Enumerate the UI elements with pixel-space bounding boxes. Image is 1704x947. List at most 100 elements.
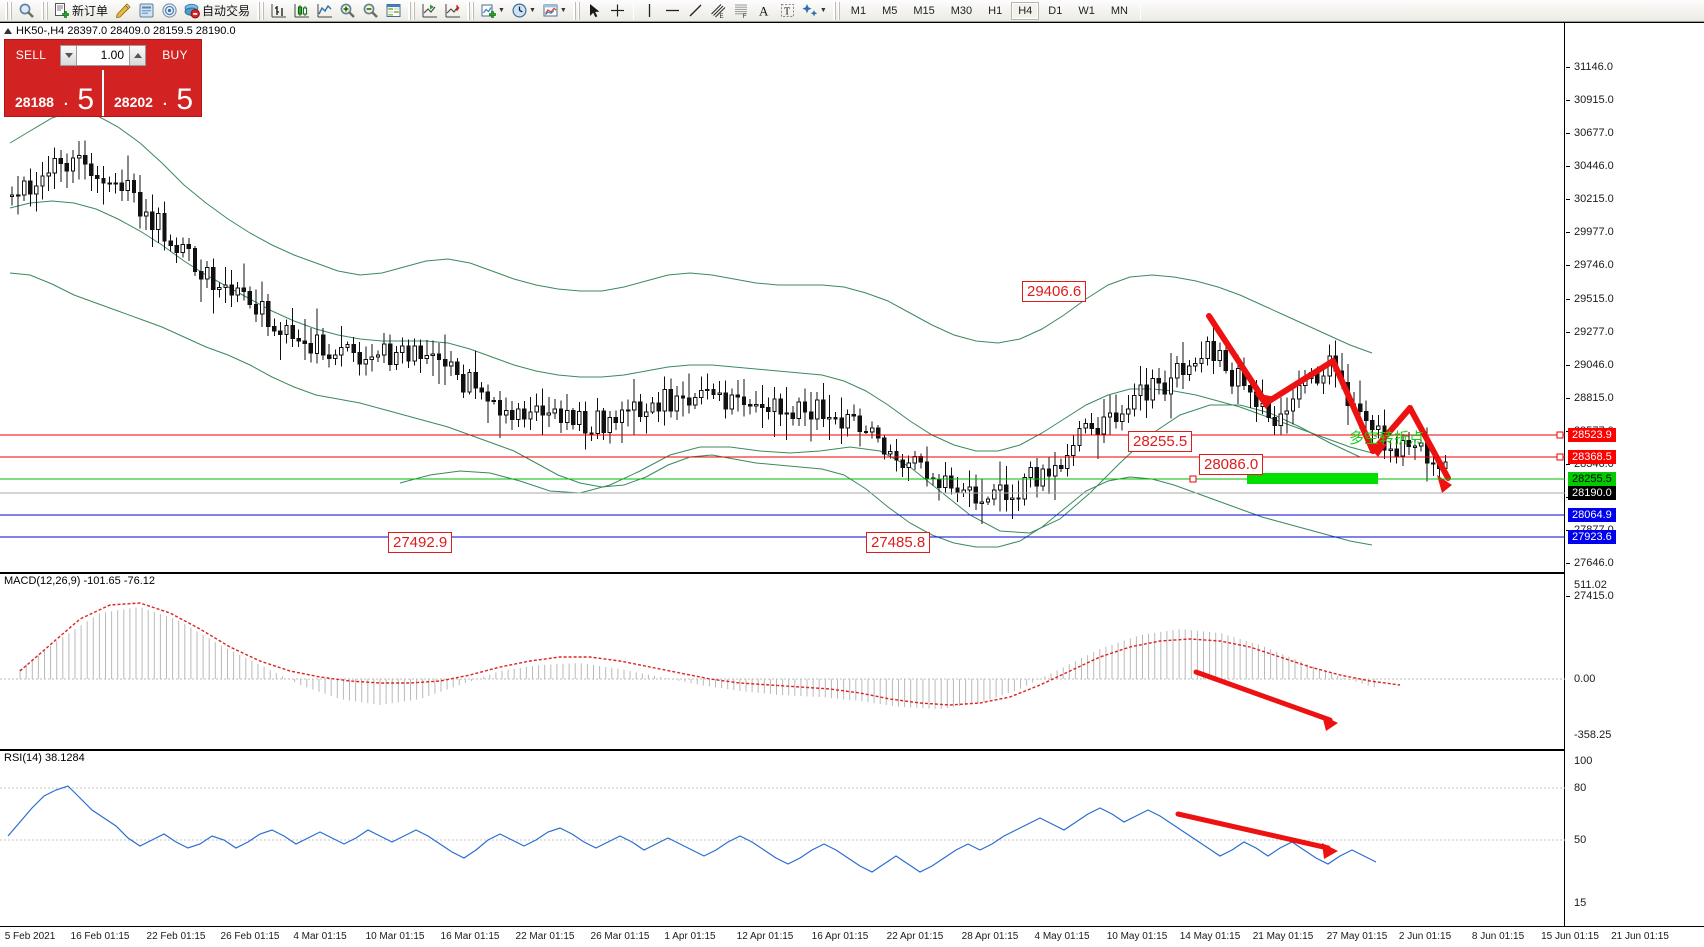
price-badge-support-blue-lower[interactable]: 27923.6 <box>1568 530 1616 544</box>
buy-price-cell[interactable]: 28202 . 5 <box>104 70 201 116</box>
toolbar-grip[interactable] <box>5 1 12 20</box>
chevron-down-icon[interactable]: ▼ <box>559 7 567 14</box>
toolbar-grip-7[interactable] <box>832 1 840 20</box>
volume-decrement-button[interactable] <box>60 44 77 66</box>
price-tick: 28815.0 <box>1566 392 1704 404</box>
buy-price-main: 28202 <box>114 94 153 110</box>
vertical-line-icon[interactable] <box>639 1 660 21</box>
toolbar-grip-6[interactable] <box>572 1 580 20</box>
sell-price-frac: 5 <box>77 83 94 116</box>
sell-price-dot: . <box>63 92 68 109</box>
fibonacci-retracement-icon[interactable]: F <box>731 1 752 21</box>
zoom-in-icon[interactable] <box>337 1 358 21</box>
signals-radar-icon[interactable] <box>159 1 180 21</box>
price-tick: 30446.0 <box>1566 160 1704 172</box>
rsi-label: RSI(14) 38.1284 <box>4 752 85 764</box>
shapes-icon[interactable]: ▼ <box>800 1 829 21</box>
price-badge-support-green[interactable]: 28255.5 <box>1568 472 1616 486</box>
auto-trading-button[interactable]: 自动交易 <box>182 1 253 21</box>
timeframe-m1[interactable]: M1 <box>850 4 867 17</box>
buy-price-frac: 5 <box>176 83 193 116</box>
main-toolbar: 新订单 <box>0 0 1704 22</box>
price-tick-label: 29977.0 <box>1574 226 1614 238</box>
horizontal-line-icon[interactable] <box>662 1 683 21</box>
price-badge-current-price[interactable]: 28190.0 <box>1568 486 1616 500</box>
templates-icon[interactable]: ▼ <box>540 1 569 21</box>
text-icon[interactable]: A <box>754 1 775 21</box>
time-tick-label: 15 Jun 01:15 <box>1541 931 1599 942</box>
timeframe-mn[interactable]: MN <box>1110 4 1128 17</box>
rsi-axis-100: 100 <box>1574 755 1593 767</box>
price-badge-resistance-upper[interactable]: 28523.9 <box>1568 428 1616 442</box>
time-axis[interactable]: 5 Feb 2021 16 Feb 01:15 22 Feb 01:15 26 Feb… <box>0 926 1704 947</box>
time-tick-label: 4 Mar 01:15 <box>293 931 347 942</box>
bar-chart-icon[interactable] <box>268 1 289 21</box>
price-badge-resistance-lower[interactable]: 28368.5 <box>1568 450 1616 464</box>
timeframe-h4[interactable]: H4 <box>1011 1 1040 20</box>
macd-rsi-separator <box>0 749 1565 751</box>
level-handle-2 <box>1556 453 1564 461</box>
rsi-trend-arrow <box>1175 811 1331 851</box>
trade-prices-row: 28188 . 5 28202 . 5 <box>5 70 201 116</box>
chart-plot-area[interactable]: 29406.6 27492.9 27485.8 28255.5 28086.0 … <box>0 23 1565 926</box>
timeframe-w1[interactable]: W1 <box>1078 4 1095 17</box>
rsi-axis-15: 15 <box>1574 897 1587 909</box>
anno-high-29406[interactable]: 29406.6 <box>1022 281 1087 302</box>
trendline-icon[interactable] <box>685 1 706 21</box>
chevron-down-icon[interactable]: ▼ <box>498 7 505 14</box>
timeframe-m5[interactable]: M5 <box>882 4 898 17</box>
timeframe-h1[interactable]: H1 <box>988 4 1003 17</box>
down-arrow-1 <box>1206 313 1269 406</box>
cursor-icon[interactable] <box>584 1 605 21</box>
sell-price-cell[interactable]: 28188 . 5 <box>5 70 104 116</box>
svg-text:F: F <box>743 14 747 19</box>
time-tick-label: 10 May 01:15 <box>1106 931 1168 942</box>
toolbar-grip-3[interactable] <box>257 1 265 20</box>
periods-clock-icon[interactable]: ▼ <box>509 1 538 21</box>
volume-increment-button[interactable] <box>129 44 146 66</box>
timeframe-group: M1 M5 M15 M30 H1 H4 D1 W1 MN <box>843 1 1136 20</box>
volume-input[interactable]: 1.00 <box>77 44 129 66</box>
chart-symbol-header: HK50-,H4 28397.0 28409.0 28159.5 28190.0 <box>4 25 236 37</box>
buy-button[interactable]: BUY <box>149 40 201 70</box>
anno-level-28255[interactable]: 28255.5 <box>1128 431 1193 452</box>
timeframe-m30[interactable]: M30 <box>950 4 973 17</box>
toolbar-grip-2[interactable] <box>41 1 48 20</box>
anno-low-28086[interactable]: 28086.0 <box>1199 454 1264 475</box>
indicators-icon[interactable]: ▼ <box>478 1 507 21</box>
equidistant-channel-icon[interactable]: E <box>708 1 729 21</box>
anno-low-27485[interactable]: 27485.8 <box>866 532 931 553</box>
sell-button[interactable]: SELL <box>5 40 57 70</box>
price-axis[interactable]: 31146.0 30915.0 30677.0 30446.0 30215.0 29977… <box>1566 23 1704 926</box>
zoom-search-icon[interactable] <box>16 1 37 21</box>
one-click-trading-panel[interactable]: SELL 1.00 BUY 28188 . 5 28202 <box>4 39 202 117</box>
zoom-out-icon[interactable] <box>360 1 381 21</box>
chart-window[interactable]: 29406.6 27492.9 27485.8 28255.5 28086.0 … <box>0 22 1704 947</box>
auto-scroll-icon[interactable] <box>419 1 440 21</box>
new-order-button[interactable]: 新订单 <box>52 1 111 21</box>
line-chart-icon[interactable] <box>314 1 335 21</box>
chevron-down-icon[interactable]: ▼ <box>528 7 536 14</box>
collapse-triangle-icon[interactable] <box>4 28 12 34</box>
data-window-icon[interactable] <box>383 1 404 21</box>
macd-axis-min: -358.25 <box>1574 729 1612 741</box>
chevron-down-icon[interactable]: ▼ <box>819 7 827 14</box>
arrowhead-2 <box>1365 442 1387 457</box>
anno-low-27492[interactable]: 27492.9 <box>388 532 453 553</box>
timeframe-d1[interactable]: D1 <box>1048 4 1063 17</box>
text-label-icon[interactable]: T <box>777 1 798 21</box>
rsi-arrowhead <box>1322 843 1338 859</box>
metaeditor-icon[interactable] <box>113 1 134 21</box>
volume-stepper[interactable]: 1.00 <box>57 40 149 70</box>
candlestick-chart-icon[interactable] <box>291 1 312 21</box>
expert-advisors-icon[interactable] <box>136 1 157 21</box>
price-tick-label: 27646.0 <box>1574 557 1614 569</box>
price-badge-support-blue-upper[interactable]: 28064.9 <box>1568 508 1616 522</box>
timeframe-m15[interactable]: M15 <box>913 4 935 17</box>
up-arrow-1 <box>1263 358 1336 406</box>
toolbar-grip-4[interactable] <box>408 1 416 20</box>
crosshair-icon[interactable] <box>607 1 628 21</box>
chart-shift-icon[interactable] <box>442 1 463 21</box>
anno-turning-point[interactable]: 多空转折点 <box>1349 429 1425 447</box>
toolbar-grip-5[interactable] <box>467 1 475 20</box>
